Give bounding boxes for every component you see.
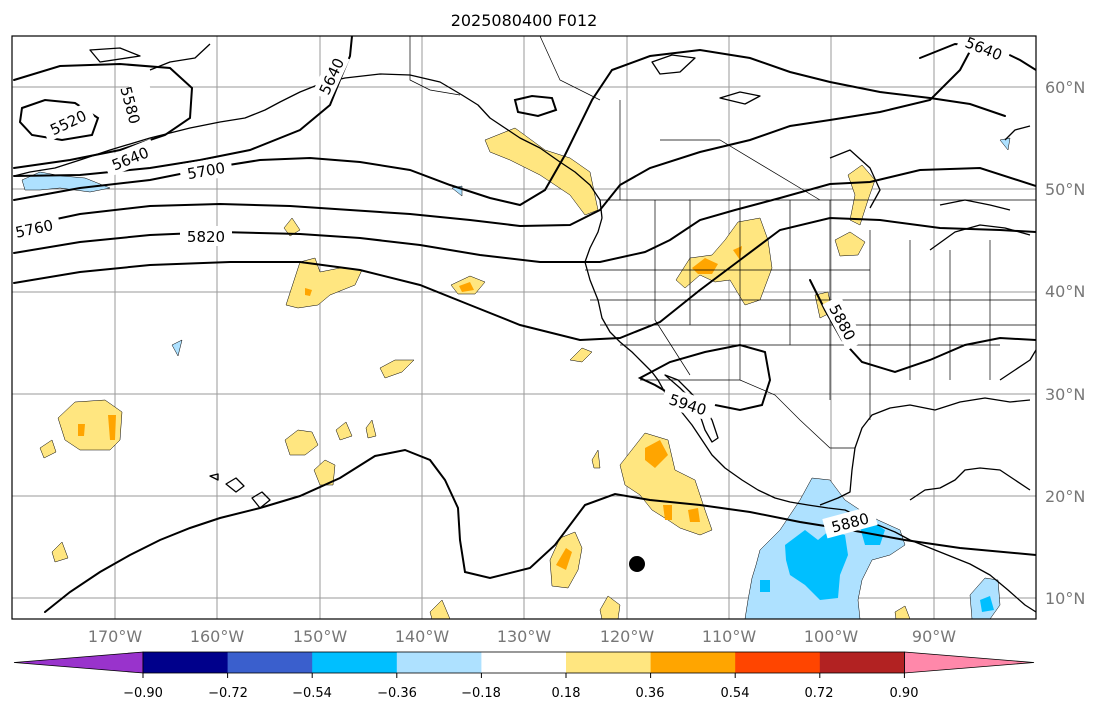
longitude-label: 100°W	[804, 627, 859, 646]
coast-hawaii	[225, 477, 245, 493]
contour-5880-south	[44, 448, 1036, 613]
longitude-label: 160°W	[190, 627, 245, 646]
map-area	[12, 36, 1036, 619]
longitude-label: 150°W	[293, 627, 348, 646]
shade-hawaii-west	[57, 399, 123, 451]
latitude-label: 30°N	[1045, 385, 1085, 404]
map-title: 2025080400 F012	[451, 11, 598, 30]
contour-5880	[13, 216, 1036, 342]
border-us-mexico	[640, 379, 855, 449]
colorbar-tick-label: −0.18	[461, 686, 501, 701]
political-borders	[409, 36, 1036, 449]
colorbar-segment	[227, 652, 313, 673]
colorbar-segment	[396, 652, 482, 673]
coast-west-na	[584, 217, 1036, 613]
map-frame	[11, 35, 1037, 620]
latitude-label: 50°N	[1045, 180, 1085, 199]
latitude-label: 40°N	[1045, 282, 1085, 301]
latitude-label: 60°N	[1045, 78, 1085, 97]
colorbar-tick-label: 0.54	[721, 686, 750, 701]
contour-5700	[13, 48, 1006, 207]
contour-label: 5820	[187, 228, 225, 246]
contour-5640-west	[13, 36, 353, 177]
colorbar-tick-label: −0.72	[208, 686, 248, 701]
colorbar-tick-label: 0.36	[636, 686, 665, 701]
colorbar-extend-low	[13, 651, 144, 674]
contour-5520	[18, 98, 100, 142]
colorbar-tick-label: −0.54	[292, 686, 332, 701]
longitude-label: 90°W	[912, 627, 956, 646]
contour-label-group: 5520 5580 5640 5640 5700 5760 5820 5880 …	[6, 28, 1012, 539]
shade-montana	[675, 217, 773, 306]
latitude-label: 20°N	[1045, 487, 1085, 506]
colorbar-segment	[481, 652, 567, 673]
contour-label: 5940	[667, 390, 709, 419]
longitude-label: 130°W	[497, 627, 552, 646]
contour-5760	[13, 36, 979, 229]
contour-small-high	[513, 94, 558, 118]
coast-yucatan-cuba	[909, 467, 1031, 501]
colorbar-extend-high	[904, 651, 1035, 674]
colorbar-segment	[143, 652, 229, 673]
longitude-label: 170°W	[88, 627, 143, 646]
longitude-label: 120°W	[600, 627, 655, 646]
border-alaska-canada	[409, 36, 461, 96]
shade-hudson	[847, 164, 876, 226]
colorbar: −0.90 −0.72 −0.54 −0.36 −0.18 0.18 0.36 …	[13, 651, 1035, 701]
contour-5580	[13, 62, 194, 169]
colorbar-segment	[650, 652, 736, 673]
contour-label: 5760	[14, 216, 55, 242]
colorbar-tick-label: −0.36	[377, 686, 417, 701]
coast-labrador	[939, 199, 1011, 211]
shaded-anomalies	[21, 127, 1011, 619]
colorbar-segments	[13, 651, 1035, 674]
colorbar-frame	[142, 651, 905, 674]
height-contours	[13, 36, 1036, 613]
colorbar-ticks	[142, 673, 905, 678]
longitude-label: 110°W	[702, 627, 757, 646]
colorbar-labels: −0.90 −0.72 −0.54 −0.36 −0.18 0.18 0.36 …	[123, 686, 918, 701]
coast-bering	[149, 43, 211, 71]
colorbar-segment	[312, 652, 398, 673]
shade-alaska-panhandle	[484, 127, 599, 216]
coast-hudson	[829, 149, 881, 209]
colorbar-tick-label: 0.18	[552, 686, 581, 701]
coastlines	[13, 43, 1036, 613]
coast-gulf	[819, 397, 1031, 506]
longitude-label: 140°W	[395, 627, 450, 646]
shade-great-lakes	[834, 231, 866, 257]
colorbar-tick-label: −0.90	[123, 686, 163, 701]
coast-florida	[999, 349, 1036, 381]
point-marker	[629, 556, 645, 572]
latitude-label: 10°N	[1045, 589, 1085, 608]
longitude-axis: 170°W 160°W 150°W 140°W 130°W 120°W 110°…	[88, 627, 956, 646]
shade-mexico-offshore	[619, 432, 713, 536]
colorbar-segment	[819, 652, 905, 673]
colorbar-tick-label: 0.72	[805, 686, 834, 701]
coast-alaska	[13, 73, 603, 219]
shade-mexico-negative-core	[785, 530, 848, 600]
contour-5820	[13, 166, 1036, 263]
colorbar-segment	[566, 652, 652, 673]
colorbar-tick-label: 0.90	[890, 686, 919, 701]
latitude-axis: 60°N 50°N 40°N 30°N 20°N 10°N	[1045, 78, 1085, 608]
colorbar-segment	[735, 652, 821, 673]
